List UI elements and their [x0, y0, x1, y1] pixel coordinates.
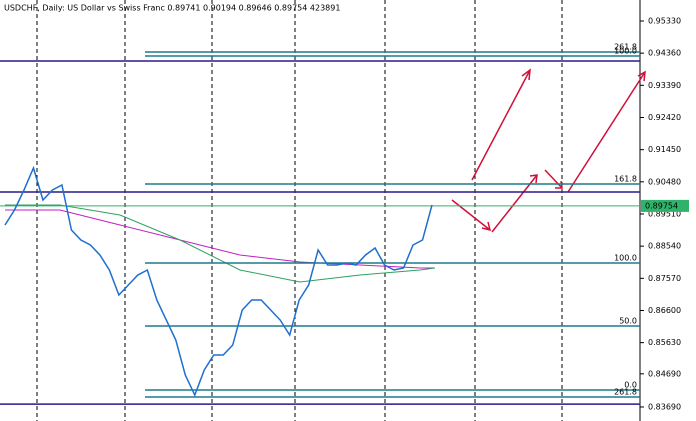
y-tick-label: 0.84690 [648, 369, 681, 378]
fib-label: 100.0 [614, 46, 637, 55]
fib-label: 161.8 [614, 175, 637, 184]
y-tick-label: 0.93390 [648, 81, 681, 90]
y-tick-label: 0.85630 [648, 338, 681, 347]
moving-average [5, 209, 435, 269]
moving-average [5, 204, 436, 283]
y-tick-label: 0.89510 [648, 209, 681, 218]
y-tick-label: 0.83690 [648, 402, 681, 411]
forecast-arrows [451, 68, 646, 233]
y-tick-label: 0.92420 [648, 113, 681, 122]
price-line-series [4, 165, 433, 397]
separators [36, 0, 563, 421]
fib-label: 261.8 [614, 42, 637, 51]
y-tick-label: 0.86600 [648, 306, 681, 315]
y-tick-label: 0.95330 [648, 16, 681, 25]
y-tick-label: 0.94360 [648, 49, 681, 58]
y-tick-label: 0.91450 [648, 145, 681, 154]
y-tick-label: 0.87570 [648, 274, 681, 283]
price-tag [641, 199, 689, 212]
fib-label: 261.8 [614, 387, 637, 396]
fib-label: 50.0 [619, 316, 637, 325]
price-tag-label: 0.89754 [645, 201, 678, 210]
chart-title: USDCHF, Daily: US Dollar vs Swiss Franc … [4, 4, 340, 13]
y-tick-label: 0.90480 [648, 177, 681, 186]
y-tick-label: 0.88540 [648, 242, 681, 251]
fib-label: 0.0 [624, 380, 637, 389]
fib-label: 100.0 [614, 253, 637, 262]
